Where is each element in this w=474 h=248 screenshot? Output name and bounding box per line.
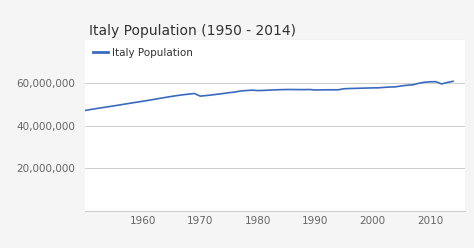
Text: Italy Population (1950 - 2014): Italy Population (1950 - 2014) — [89, 25, 296, 38]
Legend: Italy Population: Italy Population — [89, 43, 198, 62]
